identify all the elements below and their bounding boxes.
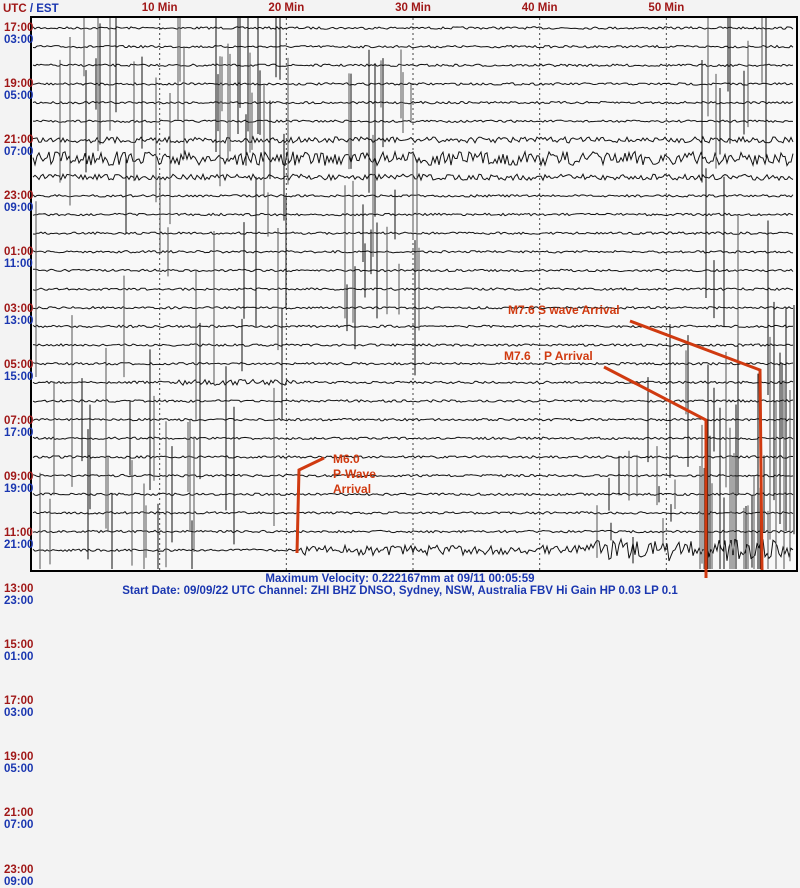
max-velocity-text: Maximum Velocity: 0.222167mm at 09/11 00… — [265, 573, 535, 585]
start-info-text: Start Date: 09/09/22 UTC Channel: ZHI BH… — [122, 585, 678, 597]
trace-row — [32, 100, 794, 105]
trace-row — [32, 511, 794, 515]
trace-row — [32, 529, 794, 534]
est-time-label: 17:00 — [4, 426, 34, 439]
x-tick-label: 20 Min — [268, 2, 305, 14]
trace-row — [32, 361, 794, 366]
utc-time-label: 09:00 — [4, 470, 34, 483]
trace-row — [32, 343, 794, 347]
m6-p-wave-annotation: M6.0 P-Wave Arrival — [333, 452, 376, 497]
utc-time-label: 17:00 — [4, 22, 34, 34]
trace-row — [32, 378, 794, 386]
utc-time-label: 23:00 — [4, 190, 34, 203]
trace-row — [32, 417, 794, 422]
utc-time-label: 21:00 — [4, 807, 34, 820]
est-time-label: 03:00 — [4, 34, 34, 46]
trace-row — [32, 44, 794, 49]
corner-label: UTC / EST — [3, 3, 59, 15]
trace-row — [32, 26, 794, 30]
utc-time-label: 17:00 — [4, 695, 34, 708]
trace-row — [32, 537, 794, 562]
est-time-label: 21:00 — [4, 538, 34, 551]
x-tick-label: 40 Min — [521, 2, 558, 14]
utc-time-label: 11:00 — [4, 526, 33, 539]
est-time-label: 09:00 — [4, 202, 34, 215]
trace-row — [32, 473, 794, 478]
annotation-line: Arrival — [333, 482, 372, 496]
est-time-label: 11:00 — [4, 258, 33, 271]
trace-row — [33, 268, 794, 273]
trace-row — [32, 82, 794, 86]
utc-time-label: 21:00 — [4, 134, 34, 147]
utc-time-label: 13:00 — [4, 583, 34, 595]
m76-s-wave-annotation: M7.6 S wave Arrival — [508, 303, 620, 317]
est-time-label: 07:00 — [4, 146, 34, 159]
x-tick-label: 50 Min — [648, 2, 685, 14]
est-time-label: 05:00 — [4, 90, 34, 103]
m76-s-wave-arrow — [629, 319, 764, 571]
m76-p-arrival-annotation: M7.6 P Arrival — [504, 349, 593, 363]
est-time-label: 09:00 — [4, 875, 34, 888]
trace-row — [32, 305, 794, 310]
annotation-line: M6.0 — [333, 452, 360, 466]
utc-time-label: 07:00 — [4, 414, 34, 427]
utc-time-label: 19:00 — [4, 751, 34, 764]
utc-time-label: 19:00 — [4, 78, 34, 91]
est-time-label: 13:00 — [4, 314, 34, 327]
m76-p-arrival-arrow — [603, 365, 708, 578]
seismogram-plot — [30, 16, 798, 578]
est-time-label: 05:00 — [4, 763, 34, 776]
utc-time-label: 05:00 — [4, 358, 34, 371]
x-tick-label: 10 Min — [141, 2, 178, 14]
est-time-label: 03:00 — [4, 707, 34, 720]
annotation-line: P-Wave — [333, 467, 376, 481]
est-time-label: 19:00 — [4, 482, 34, 495]
trace-row — [32, 135, 794, 145]
trace-row — [32, 287, 794, 292]
trace-row — [32, 455, 794, 459]
utc-time-label: 23:00 — [4, 863, 34, 876]
trace-row — [32, 249, 794, 254]
est-time-label: 01:00 — [4, 651, 34, 664]
x-tick-label: 30 Min — [395, 2, 431, 14]
trace-row — [32, 149, 794, 168]
est-time-label: 15:00 — [4, 370, 34, 383]
trace-row — [32, 119, 794, 124]
trace-row — [32, 324, 794, 329]
utc-time-label: 01:00 — [4, 246, 34, 259]
utc-time-label: 03:00 — [4, 302, 34, 315]
est-time-label: 07:00 — [4, 819, 34, 832]
plot-frame — [30, 16, 798, 572]
m6-p-wave-arrow — [295, 456, 325, 554]
trace-row — [32, 492, 794, 497]
trace-row — [32, 436, 794, 441]
trace-row — [32, 63, 794, 68]
utc-time-label: 15:00 — [4, 639, 34, 652]
